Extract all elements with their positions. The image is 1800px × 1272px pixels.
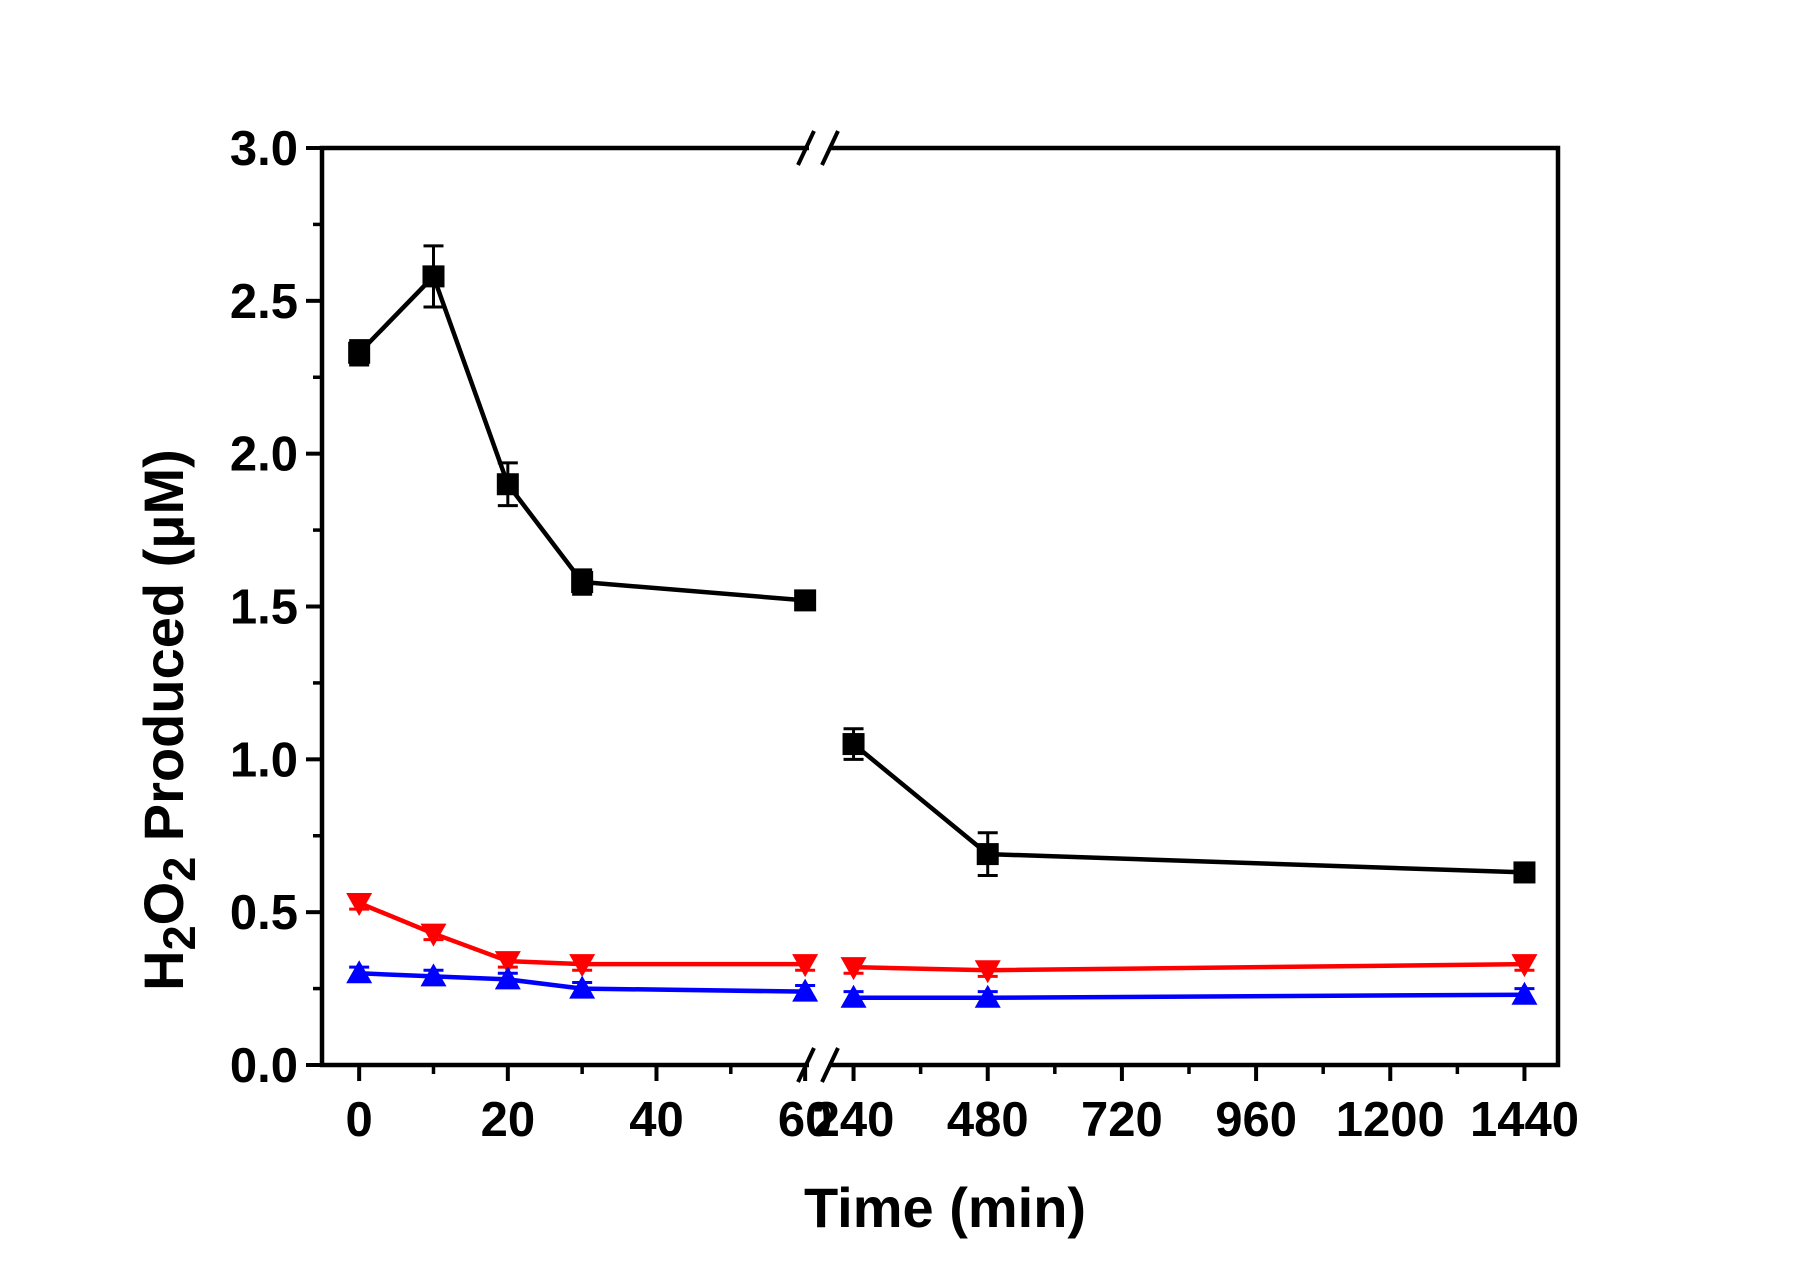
series-line bbox=[357, 274, 806, 603]
axis-break-slash bbox=[820, 1047, 840, 1083]
x-axis-title: Time (min) bbox=[804, 1176, 1086, 1239]
data-point-marker bbox=[422, 265, 445, 288]
plot-border bbox=[319, 145, 1561, 1068]
data-point-marker bbox=[346, 892, 373, 916]
x-tick-label: 20 bbox=[481, 1093, 536, 1147]
data-point-marker bbox=[346, 960, 373, 984]
y-tick-label: 0.5 bbox=[230, 886, 298, 940]
data-point-marker bbox=[420, 963, 447, 987]
axis-break bbox=[796, 130, 840, 1083]
x-tick-label: 40 bbox=[629, 1093, 684, 1147]
data-point-marker bbox=[1511, 981, 1538, 1005]
y-tick-label: 0.0 bbox=[230, 1039, 298, 1093]
data-point-marker bbox=[569, 954, 596, 978]
data-point-marker bbox=[974, 960, 1001, 984]
data-point-marker bbox=[840, 957, 867, 981]
x-tick-label: 480 bbox=[947, 1093, 1029, 1147]
series-2 bbox=[346, 960, 1538, 1008]
data-point-marker bbox=[420, 923, 447, 947]
data-point-marker bbox=[494, 951, 521, 975]
series-line bbox=[852, 742, 1525, 875]
data-point-marker bbox=[794, 589, 817, 612]
data-point-marker bbox=[842, 733, 865, 756]
data-point-marker bbox=[571, 571, 594, 594]
data-point-marker bbox=[974, 984, 1001, 1008]
y-tick-label: 2.0 bbox=[230, 428, 298, 482]
axis-break-gap bbox=[809, 140, 831, 156]
x-tick-label: 960 bbox=[1215, 1093, 1297, 1147]
x-tick-label: 1440 bbox=[1470, 1093, 1579, 1147]
y-tick-label: 3.0 bbox=[230, 122, 298, 176]
axis-break-slash bbox=[820, 130, 840, 166]
data-point-marker bbox=[348, 341, 371, 364]
data-point-marker bbox=[569, 975, 596, 999]
x-tick-label: 240 bbox=[813, 1093, 895, 1147]
y-axis: 0.0 0.5 1.0 1.5 2.0 2.5 3.0 bbox=[230, 122, 322, 1093]
y-axis-title: H2O2 Produced (μM) bbox=[132, 449, 205, 991]
x-tick-label: 0 bbox=[346, 1093, 373, 1147]
x-tick-label: 60 bbox=[778, 1093, 833, 1147]
data-point-marker bbox=[496, 473, 519, 496]
series-layer bbox=[346, 244, 1538, 1008]
x-tick-label: 1200 bbox=[1336, 1093, 1445, 1147]
y-tick-label: 1.5 bbox=[230, 581, 298, 635]
y-tick-label: 1.0 bbox=[230, 733, 298, 787]
data-point-marker bbox=[976, 843, 999, 866]
data-point-marker bbox=[494, 966, 521, 990]
axis-break-gap bbox=[809, 1057, 831, 1073]
data-point-marker bbox=[792, 954, 819, 978]
y-tick-label: 2.5 bbox=[230, 275, 298, 329]
series-line bbox=[853, 961, 1525, 973]
axis-break-slash bbox=[796, 130, 816, 166]
data-point-marker bbox=[1513, 861, 1536, 884]
data-point-marker bbox=[792, 978, 819, 1002]
series-line bbox=[853, 992, 1525, 1001]
axis-break-slash bbox=[796, 1047, 816, 1083]
data-point-marker bbox=[840, 984, 867, 1008]
series-0 bbox=[348, 244, 1536, 884]
plot-frame bbox=[319, 145, 1561, 1068]
data-point-marker bbox=[1511, 954, 1538, 978]
series-1 bbox=[346, 892, 1538, 984]
x-tick-label: 720 bbox=[1081, 1093, 1163, 1147]
